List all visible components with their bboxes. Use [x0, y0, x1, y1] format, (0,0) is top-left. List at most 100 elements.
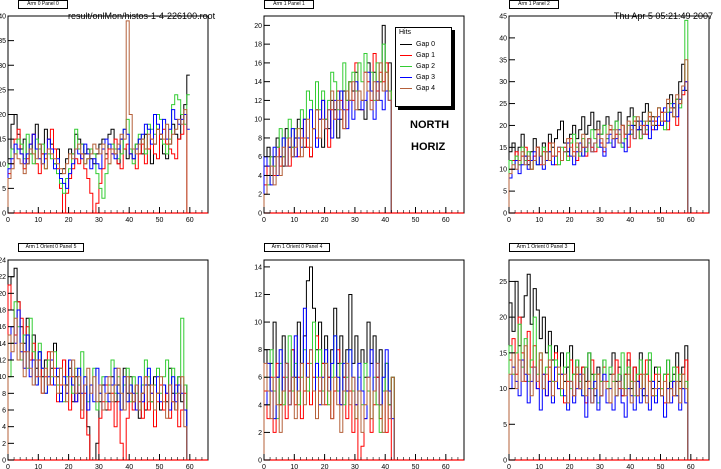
x-tick-label: 0: [262, 464, 266, 469]
x-tick-label: 60: [186, 464, 194, 469]
x-tick-label: 50: [412, 464, 420, 469]
x-tick-label: 40: [125, 464, 133, 469]
x-tick-label: 20: [321, 217, 329, 224]
x-tick-label: 30: [596, 217, 604, 224]
x-tick-label: 20: [566, 217, 574, 224]
y-tick-label: 0: [258, 211, 262, 218]
y-tick-label: 6: [258, 154, 262, 161]
x-tick-label: 60: [186, 217, 194, 224]
x-tick-label: 40: [125, 217, 133, 224]
y-tick-label: 8: [2, 391, 6, 398]
y-tick-label: 16: [0, 324, 6, 331]
legend-label: Gap 4: [416, 85, 436, 92]
x-tick-label: 40: [626, 217, 634, 224]
y-tick-label: 45: [499, 14, 507, 21]
x-tick-label: 20: [321, 464, 329, 469]
y-tick-label: 35: [0, 38, 6, 45]
x-tick-label: 10: [290, 217, 298, 224]
y-tick-label: 10: [254, 320, 262, 327]
y-tick-label: 8: [258, 347, 262, 354]
y-tick-label: 18: [0, 308, 6, 315]
y-tick-label: 4: [258, 402, 262, 409]
y-tick-label: 40: [0, 14, 6, 21]
legend-swatch: [400, 66, 412, 67]
x-tick-label: 40: [626, 464, 634, 469]
histogram-series-gap-4: [263, 62, 395, 214]
x-tick-label: 10: [535, 217, 543, 224]
x-tick-label: 50: [412, 217, 420, 224]
y-tick-label: 25: [499, 101, 507, 108]
legend-swatch: [400, 88, 412, 89]
legend-label: Gap 3: [416, 74, 436, 81]
legend-label: Gap 0: [416, 41, 436, 48]
histogram-series-gap-4: [7, 20, 190, 214]
histogram-series-gap-2: [7, 94, 190, 213]
legend-entry-gap-4: Gap 4: [398, 84, 448, 93]
x-tick-label: 50: [657, 464, 665, 469]
x-tick-label: 30: [95, 464, 103, 469]
x-tick-label: 20: [65, 217, 73, 224]
y-tick-label: 25: [0, 87, 6, 94]
y-tick-label: 35: [499, 57, 507, 64]
y-tick-label: 20: [254, 23, 262, 30]
x-tick-label: 10: [34, 464, 42, 469]
y-tick-label: 14: [0, 341, 6, 348]
y-tick-label: 0: [2, 211, 6, 218]
y-tick-label: 2: [258, 192, 262, 199]
legend-title: Hits: [399, 29, 412, 36]
panel-title-6: Arm 1 Orient 0 Panel 3: [509, 243, 575, 252]
y-tick-label: 5: [2, 186, 6, 193]
x-tick-label: 40: [381, 217, 389, 224]
legend-label: Gap 2: [416, 63, 436, 70]
x-tick-label: 30: [351, 217, 359, 224]
y-tick-label: 6: [258, 375, 262, 382]
y-tick-label: 20: [499, 123, 507, 130]
y-tick-label: 40: [499, 35, 507, 42]
histogram-series-gap-4: [7, 317, 190, 461]
legend-label: Gap 1: [416, 52, 436, 59]
legend-box: Hits Gap 0 Gap 1 Gap 2 Gap 3 Gap 4: [395, 27, 452, 107]
y-tick-label: 14: [254, 264, 262, 271]
y-tick-label: 20: [499, 315, 507, 322]
y-tick-label: 4: [258, 173, 262, 180]
y-tick-label: 8: [258, 135, 262, 142]
x-tick-label: 10: [535, 464, 543, 469]
histogram-series-gap-1: [7, 114, 190, 214]
y-tick-label: 10: [499, 386, 507, 393]
timestamp-label: Thu Apr 5 05:21:49 2007: [613, 11, 713, 21]
x-tick-label: 60: [442, 217, 450, 224]
x-tick-label: 60: [687, 217, 695, 224]
legend-swatch: [400, 55, 412, 56]
y-tick-label: 4: [2, 424, 6, 431]
histogram-series-gap-4: [508, 345, 691, 461]
x-tick-label: 10: [34, 217, 42, 224]
y-tick-label: 22: [0, 274, 6, 281]
y-tick-label: 0: [258, 458, 262, 465]
y-tick-label: 5: [503, 422, 507, 429]
y-tick-label: 20: [0, 291, 6, 298]
panel-title-5: Arm 1 Orient 0 Panel 4: [264, 243, 330, 252]
north-label: NORTH: [410, 119, 450, 131]
y-tick-label: 5: [503, 189, 507, 196]
x-tick-label: 20: [65, 464, 73, 469]
panel-title-1: Arm 0 Panel 0: [18, 0, 68, 9]
y-tick-label: 30: [0, 63, 6, 70]
y-tick-label: 0: [2, 458, 6, 465]
y-tick-label: 2: [2, 441, 6, 448]
y-tick-label: 20: [0, 112, 6, 119]
y-tick-label: 6: [2, 408, 6, 415]
legend-entry-gap-1: Gap 1: [398, 51, 448, 60]
y-tick-label: 12: [254, 292, 262, 299]
panel-title-2: Arm 1 Panel 1: [264, 0, 314, 9]
y-tick-label: 12: [0, 358, 6, 365]
x-tick-label: 0: [507, 464, 511, 469]
y-tick-label: 15: [0, 137, 6, 144]
legend-entry-gap-2: Gap 2: [398, 62, 448, 71]
x-tick-label: 20: [566, 464, 574, 469]
histogram-series-gap-4: [263, 349, 398, 461]
x-tick-label: 50: [156, 464, 164, 469]
x-tick-label: 0: [262, 217, 266, 224]
legend-swatch: [400, 77, 412, 78]
x-tick-label: 0: [6, 464, 10, 469]
panel-title-4: Arm 1 Orient 0 Panel 5: [18, 243, 84, 252]
